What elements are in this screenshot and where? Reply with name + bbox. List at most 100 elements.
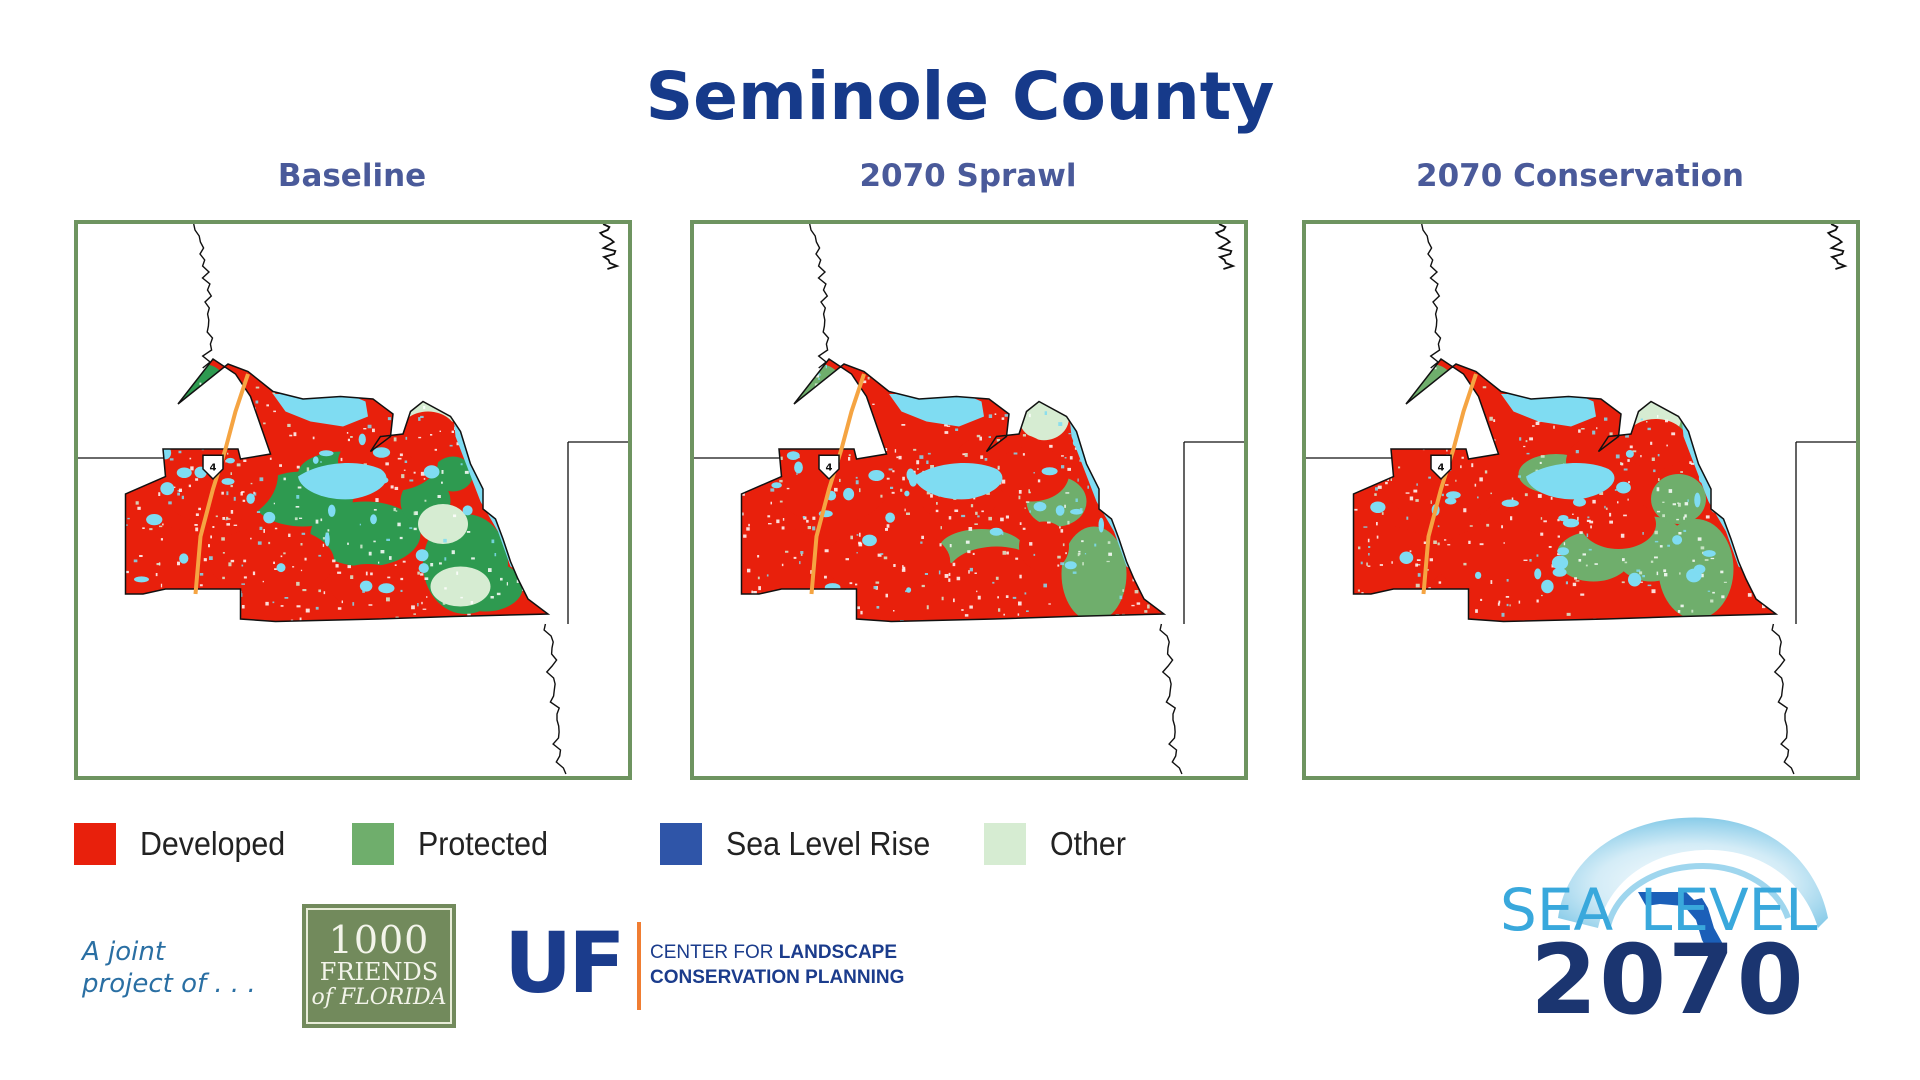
land-use-speckle: [974, 523, 978, 525]
land-use-speckle: [938, 570, 941, 575]
land-use-speckle: [1511, 497, 1514, 501]
land-use-speckle: [1062, 543, 1065, 547]
land-use-speckle: [256, 511, 261, 513]
land-use-speckle: [948, 516, 952, 520]
land-use-speckle: [451, 430, 454, 433]
land-use-speckle: [1526, 452, 1530, 455]
land-use-speckle: [1580, 593, 1585, 596]
land-use-speckle: [891, 491, 895, 494]
land-use-speckle: [980, 455, 984, 459]
land-use-speckle: [876, 606, 880, 609]
interstate-shield-icon: 4: [202, 454, 224, 481]
land-use-speckle: [1075, 498, 1078, 502]
land-use-speckle: [198, 507, 201, 511]
land-use-speckle: [453, 514, 457, 518]
small-lake: [1098, 517, 1104, 533]
land-use-speckle: [1640, 581, 1643, 583]
small-lake: [1475, 571, 1482, 579]
land-use-speckle: [935, 509, 939, 513]
land-use-speckle: [1019, 522, 1022, 525]
land-use-speckle: [1667, 544, 1670, 547]
land-use-speckle: [1498, 600, 1501, 604]
land-use-speckle: [255, 400, 259, 404]
land-use-speckle: [850, 535, 853, 540]
land-use-speckle: [516, 579, 519, 583]
land-use-speckle: [1687, 499, 1689, 502]
land-use-speckle: [757, 576, 760, 580]
land-use-speckle: [443, 538, 447, 543]
land-use-speckle: [1658, 478, 1660, 481]
land-use-speckle: [770, 501, 772, 505]
land-use-speckle: [824, 575, 827, 579]
map-panel-sprawl: 4: [690, 220, 1248, 780]
land-use-speckle: [757, 555, 760, 558]
land-use-speckle: [1578, 429, 1581, 433]
land-use-speckle: [917, 468, 919, 470]
land-use-speckle: [266, 404, 269, 407]
land-use-speckle: [441, 481, 443, 484]
protected-area: [1061, 526, 1127, 622]
land-use-speckle: [386, 538, 390, 541]
land-use-speckle: [402, 560, 406, 563]
land-use-speckle: [858, 542, 863, 547]
land-use-speckle: [1676, 518, 1679, 521]
land-use-speckle: [1376, 535, 1379, 539]
land-use-speckle: [1503, 542, 1505, 544]
small-lake: [868, 470, 885, 481]
small-lake: [771, 482, 782, 489]
land-use-speckle: [1622, 558, 1625, 562]
land-use-speckle: [390, 485, 394, 489]
land-use-speckle: [230, 484, 233, 488]
land-use-speckle: [913, 448, 917, 451]
land-use-speckle: [263, 422, 266, 425]
land-use-speckle: [1609, 520, 1613, 524]
land-use-speckle: [818, 374, 821, 376]
land-use-speckle: [1640, 418, 1643, 421]
land-use-speckle: [751, 590, 753, 595]
county-land-use: 4: [740, 357, 1167, 623]
land-use-speckle: [1510, 516, 1513, 521]
land-use-speckle: [902, 565, 904, 569]
land-use-speckle: [1013, 452, 1018, 455]
small-lake: [1552, 568, 1567, 577]
land-use-speckle: [973, 497, 976, 500]
land-use-speckle: [233, 496, 236, 501]
land-use-speckle: [1579, 531, 1583, 534]
land-use-speckle: [1475, 609, 1478, 613]
panel-label-sprawl: 2070 Sprawl: [859, 158, 1077, 194]
developed-area: [994, 446, 1069, 502]
land-use-speckle: [903, 566, 906, 570]
land-use-speckle: [373, 540, 376, 543]
developed-area: [1353, 524, 1444, 599]
land-use-speckle: [280, 605, 284, 607]
small-lake: [953, 489, 961, 497]
land-use-speckle: [1523, 559, 1528, 561]
land-use-speckle: [228, 562, 232, 567]
lake-monroe: [889, 394, 984, 427]
land-use-speckle: [793, 556, 797, 559]
land-use-speckle: [857, 606, 860, 610]
land-use-speckle: [1122, 589, 1125, 592]
land-use-speckle: [1566, 612, 1571, 616]
land-use-speckle: [955, 428, 959, 431]
land-use-speckle: [1037, 479, 1041, 483]
land-use-speckle: [1428, 476, 1431, 479]
land-use-speckle: [785, 550, 789, 553]
land-use-speckle: [996, 439, 1000, 442]
land-use-speckle: [1001, 417, 1005, 420]
land-use-speckle: [1017, 613, 1020, 616]
land-use-speckle: [1068, 433, 1071, 435]
land-use-speckle: [977, 515, 980, 518]
land-use-speckle: [1428, 587, 1431, 589]
land-use-speckle: [360, 544, 363, 549]
land-use-speckle: [296, 465, 300, 469]
land-use-speckle: [1479, 477, 1483, 482]
legend-swatch-other: [984, 823, 1026, 865]
county-land-use: 4: [124, 357, 551, 623]
land-use-speckle: [818, 378, 820, 380]
land-use-speckle: [1663, 569, 1667, 573]
land-use-speckle: [420, 573, 424, 576]
land-use-speckle: [1455, 479, 1457, 482]
land-use-speckle: [825, 364, 827, 369]
small-lake: [462, 505, 473, 516]
